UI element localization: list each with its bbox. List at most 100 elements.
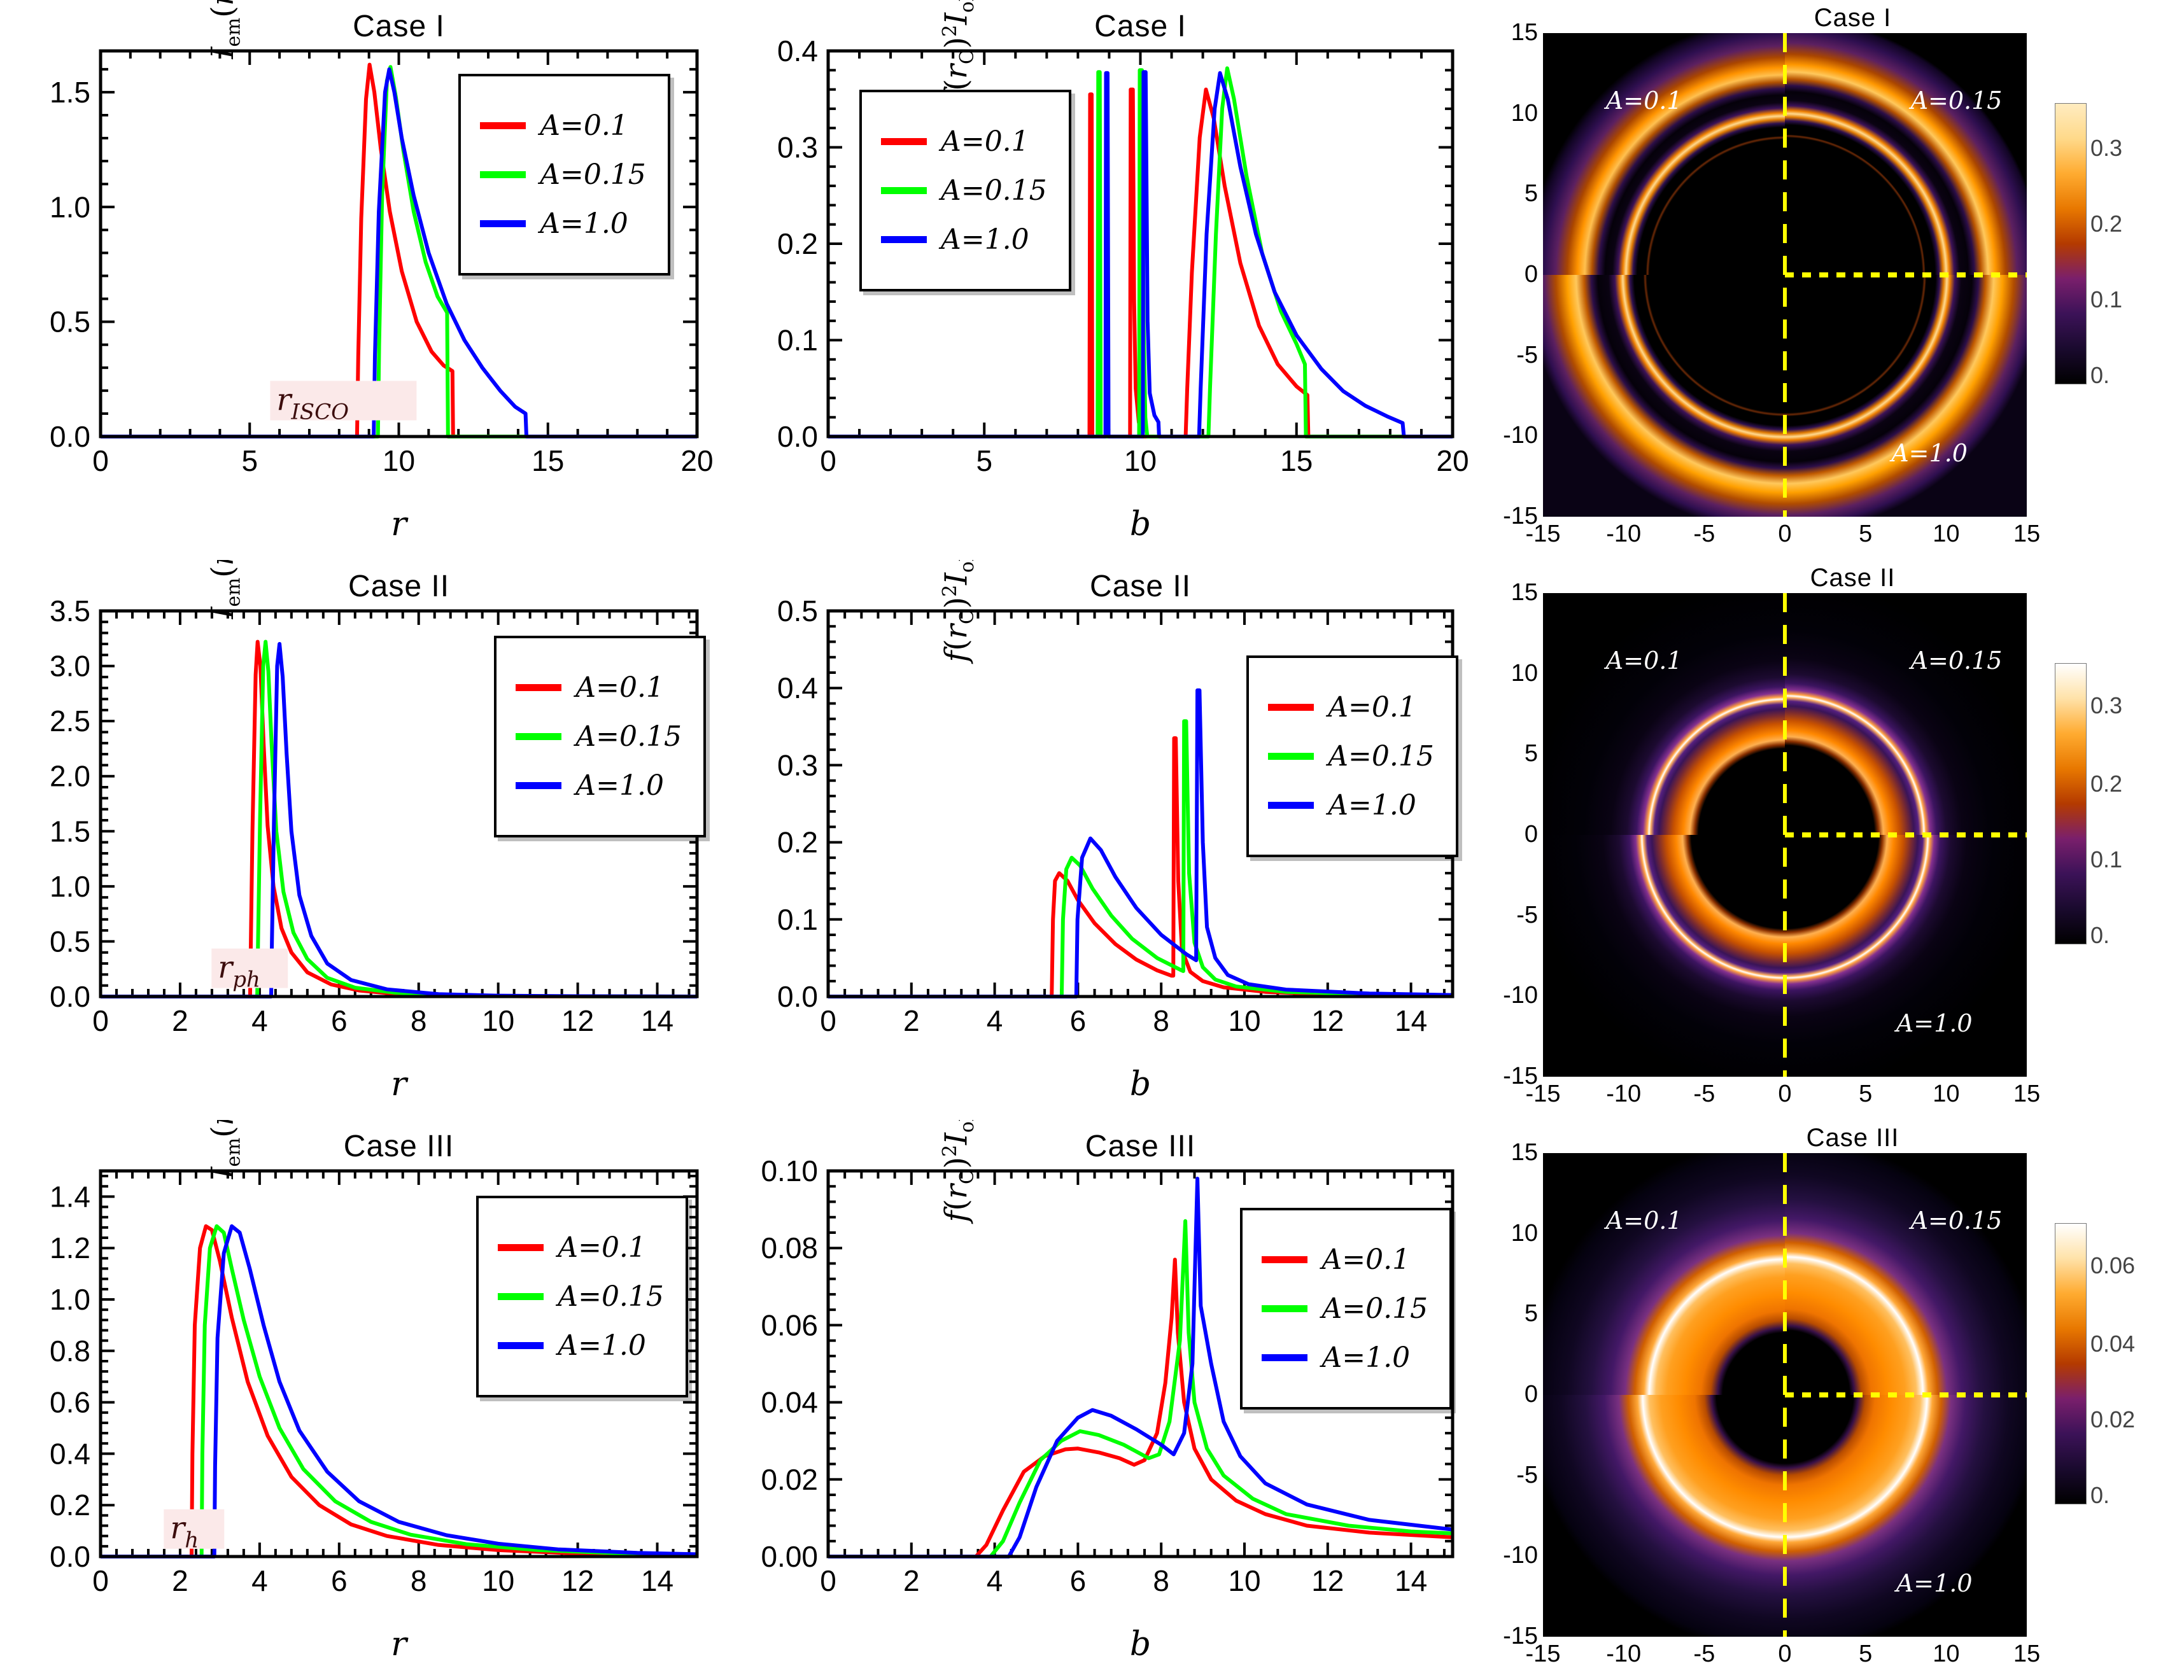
svg-text:0: 0 xyxy=(92,1564,109,1597)
horizontal-dashed-line xyxy=(1785,832,2027,837)
legend-label: A=0.1 xyxy=(575,671,665,704)
y-tick-labels: 15 10 5 0 -5 -10 -15 xyxy=(1503,19,1538,529)
plot-title: Case III xyxy=(1806,1124,1899,1152)
red-line-swatch xyxy=(480,122,526,130)
colorbar-area: 0.06 0.04 0.02 0. xyxy=(2055,1153,2144,1680)
plot-title: Case I xyxy=(353,10,445,43)
shadow-quadrant-a01 xyxy=(1543,593,1785,835)
svg-text:0.4: 0.4 xyxy=(777,34,818,67)
svg-text:14: 14 xyxy=(1395,1004,1427,1037)
svg-text:0.08: 0.08 xyxy=(761,1231,818,1264)
svg-text:4: 4 xyxy=(251,1004,268,1037)
quadrant-label: A=1.0 xyxy=(1896,1009,1973,1037)
y-axis-label: Iem(r) xyxy=(205,1120,245,1179)
blue-line-swatch xyxy=(1262,1354,1308,1361)
legend: A=0.1 A=0.15 A=1.0 xyxy=(1240,1207,1453,1410)
legend: A=0.1 A=0.15 A=1.0 xyxy=(458,74,670,276)
legend-label: A=0.15 xyxy=(540,158,646,192)
svg-text:0: 0 xyxy=(820,444,836,477)
y-tick-labels: 15 10 5 0 -5 -10 -15 xyxy=(1503,1139,1538,1649)
green-line-swatch xyxy=(516,733,562,741)
black-hole-shadow-image: -15 -10 -5 0 5 10 15 A=0.1 A=0.15 A=1.0 xyxy=(1526,593,2040,1107)
legend-label: A=0.1 xyxy=(1328,690,1416,724)
x-axis-label: r xyxy=(391,505,407,543)
legend: A=0.1 A=0.15 A=1.0 xyxy=(1246,655,1458,857)
panel-case3-observed: 0 2 4 6 8 10 12 14 0.00 0.02 0.04 0.06 0.08 0.10 Case… xyxy=(728,1120,1483,1680)
svg-text:2: 2 xyxy=(903,1564,920,1597)
svg-text:15: 15 xyxy=(1280,444,1313,477)
svg-text:0.04: 0.04 xyxy=(761,1386,818,1419)
legend-item: A=1.0 xyxy=(516,769,682,802)
svg-text:0.0: 0.0 xyxy=(50,420,90,453)
blue-line-swatch xyxy=(1268,801,1314,809)
horizontal-dashed-line xyxy=(1785,1392,2027,1397)
legend-item: A=0.1 xyxy=(498,1231,664,1264)
svg-text:1.0: 1.0 xyxy=(50,1283,90,1316)
x-tick-labels: -15 -10 -5 0 5 10 15 xyxy=(1525,1081,2041,1107)
svg-text:0.1: 0.1 xyxy=(777,324,818,357)
legend-label: A=0.15 xyxy=(941,174,1047,207)
colorbar xyxy=(2055,663,2087,944)
shadow-quadrant-a015 xyxy=(1785,33,2027,275)
shadow-quadrant-a015 xyxy=(1785,593,2027,835)
svg-text:0.0: 0.0 xyxy=(50,980,90,1013)
y-axis-label: Iem(r) xyxy=(205,560,245,619)
legend-item: A=0.1 xyxy=(516,671,682,704)
svg-text:1.5: 1.5 xyxy=(50,815,90,848)
quadrant-label: A=1.0 xyxy=(1891,439,1968,468)
legend-item: A=0.15 xyxy=(516,720,682,753)
svg-text:14: 14 xyxy=(641,1564,673,1597)
legend-label: A=1.0 xyxy=(558,1329,646,1362)
plot-title: Case I xyxy=(1094,10,1187,43)
legend-label: A=0.1 xyxy=(941,125,1029,158)
panel-case2-emission: 0 2 4 6 8 10 12 14 0.0 0.5 1.0 1.5 2.0 2.5 3.0 3.5 rph C… xyxy=(0,560,728,1120)
svg-text:0.3: 0.3 xyxy=(777,748,818,781)
svg-text:1.0: 1.0 xyxy=(50,190,90,223)
svg-text:14: 14 xyxy=(1395,1564,1427,1597)
green-line-swatch xyxy=(881,186,927,194)
svg-text:10: 10 xyxy=(482,1004,514,1037)
quadrant-label: A=0.1 xyxy=(1605,1206,1682,1235)
shadow-quadrant-a015 xyxy=(1785,1153,2027,1395)
shadow-figure: 15 10 5 0 -5 -10 -15 -15 -10 -5 0 5 10 15 A=0.1 A=0.1… xyxy=(1483,579,2184,1120)
svg-text:20: 20 xyxy=(680,444,713,477)
svg-text:0.4: 0.4 xyxy=(777,671,818,704)
svg-text:0.0: 0.0 xyxy=(50,1540,90,1573)
panel-case3-emission: 0 2 4 6 8 10 12 14 0.0 0.2 0.4 0.6 0.8 1.0 1.2 1.4 rh Ca… xyxy=(0,1120,728,1680)
svg-text:10: 10 xyxy=(383,444,415,477)
svg-text:2: 2 xyxy=(172,1564,188,1597)
legend-item: A=1.0 xyxy=(1268,789,1434,822)
x-axis-label: b xyxy=(1129,505,1152,543)
svg-text:15: 15 xyxy=(532,444,564,477)
svg-text:5: 5 xyxy=(241,444,258,477)
red-line-swatch xyxy=(498,1244,544,1252)
svg-text:0.2: 0.2 xyxy=(777,826,818,859)
svg-text:0: 0 xyxy=(92,1004,109,1037)
case1-observed-chart: 0 5 10 15 20 0.0 0.1 0.2 0.3 0.4 xyxy=(777,34,1469,477)
panel-case1-shadow: Case I 15 10 5 0 -5 -10 -15 -15 -10 -5 0 5 10 15 A=0… xyxy=(1483,0,2184,560)
svg-text:1.4: 1.4 xyxy=(50,1180,90,1213)
svg-text:2.5: 2.5 xyxy=(50,704,90,738)
y-axis-label: f(rO)2Iobs(b) xyxy=(938,560,978,662)
blue-line-swatch xyxy=(498,1342,544,1350)
legend-label: A=0.15 xyxy=(575,720,682,753)
red-line-swatch xyxy=(881,137,927,145)
x-axis-label: r xyxy=(391,1065,407,1103)
legend-item: A=1.0 xyxy=(498,1329,664,1362)
svg-text:12: 12 xyxy=(1311,1004,1344,1037)
legend-item: A=0.15 xyxy=(498,1280,664,1313)
case3-emission-chart: 0 2 4 6 8 10 12 14 0.0 0.2 0.4 0.6 0.8 1.0 1.2 1.4 rh xyxy=(50,1169,699,1597)
svg-text:1.0: 1.0 xyxy=(50,870,90,903)
quadrant-label: A=1.0 xyxy=(1896,1569,1973,1597)
colorbar-labels: 0.06 0.04 0.02 0. xyxy=(2090,1252,2136,1508)
svg-text:10: 10 xyxy=(482,1564,514,1597)
svg-text:12: 12 xyxy=(561,1004,594,1037)
quadrant-label: A=0.15 xyxy=(1910,1206,2003,1235)
svg-text:0.3: 0.3 xyxy=(777,131,818,164)
x-axis-label: b xyxy=(1129,1625,1152,1663)
case1-emission-chart: 0 5 10 15 20 0.0 0.5 1.0 1.5 rISCO xyxy=(50,49,714,477)
svg-text:0.0: 0.0 xyxy=(777,420,818,453)
legend: A=0.1 A=0.15 A=1.0 xyxy=(476,1196,688,1398)
